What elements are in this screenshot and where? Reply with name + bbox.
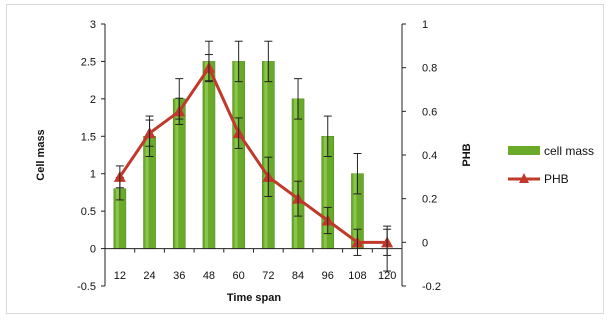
x-tick-label: 120 xyxy=(378,270,396,282)
y-tick-label: 1 xyxy=(90,169,96,181)
left-axis-ticks: 3 2.5 2 1.5 1 0.5 0 -0.5 xyxy=(77,19,105,293)
x-tick-label: 48 xyxy=(203,270,215,282)
bar-highlight xyxy=(175,98,179,249)
y2-tick-label: 0.2 xyxy=(422,194,437,206)
bar xyxy=(291,98,305,249)
y2-tick-label: -0.2 xyxy=(422,281,441,293)
legend-swatch-cell-mass xyxy=(508,146,540,155)
y-tick-label: 3 xyxy=(90,19,96,31)
legend-label-phb: PHB xyxy=(544,172,569,186)
bar-highlight xyxy=(323,136,327,249)
x-tick-label: 96 xyxy=(322,270,334,282)
y-tick-label: 2 xyxy=(90,94,96,106)
x-tick-label: 84 xyxy=(292,270,304,282)
legend-marker-phb xyxy=(519,173,529,183)
y2-axis-title: PHB xyxy=(461,143,473,166)
y-tick-label: -0.5 xyxy=(77,281,96,293)
cell-mass-error-bars xyxy=(115,40,392,272)
y-axis-title: Cell mass xyxy=(35,129,47,180)
bar-highlight xyxy=(115,188,119,249)
x-axis-ticks: 12 24 36 48 60 72 84 96 108 120 xyxy=(114,248,403,282)
bar xyxy=(262,61,275,249)
x-tick-label: 36 xyxy=(173,270,185,282)
legend: cell mass PHB xyxy=(508,144,594,186)
bar-highlight xyxy=(353,173,357,249)
x-axis-title: Time span xyxy=(227,292,281,304)
phb-series-line xyxy=(118,66,388,244)
y2-tick-label: 0.6 xyxy=(422,106,437,118)
bar-highlight xyxy=(264,61,268,249)
x-tick-label: 24 xyxy=(143,270,155,282)
bar-highlight xyxy=(294,98,298,249)
y2-tick-label: 0.4 xyxy=(422,150,437,162)
y2-tick-label: 0.8 xyxy=(422,63,437,75)
phb-error-bars xyxy=(115,54,392,256)
x-tick-label: 108 xyxy=(348,270,366,282)
chart-frame xyxy=(6,4,604,314)
bar-highlight xyxy=(145,136,149,249)
y-tick-label: 1.5 xyxy=(81,131,96,143)
axes xyxy=(104,24,403,286)
y-tick-label: 2.5 xyxy=(81,56,96,68)
x-tick-label: 72 xyxy=(262,270,274,282)
y-tick-label: 0 xyxy=(90,244,96,256)
bar-highlight xyxy=(234,61,238,249)
bar-highlight xyxy=(204,61,208,249)
bar xyxy=(232,61,245,249)
y2-tick-label: 0 xyxy=(422,237,428,249)
bar xyxy=(202,61,216,249)
y2-tick-label: 1 xyxy=(422,19,428,31)
legend-label-cell-mass: cell mass xyxy=(544,144,594,158)
x-tick-label: 12 xyxy=(114,270,126,282)
y-tick-label: 0.5 xyxy=(81,206,96,218)
right-axis-ticks: 1 0.8 0.6 0.4 0.2 0 -0.2 xyxy=(402,19,441,293)
x-tick-label: 60 xyxy=(233,270,245,282)
